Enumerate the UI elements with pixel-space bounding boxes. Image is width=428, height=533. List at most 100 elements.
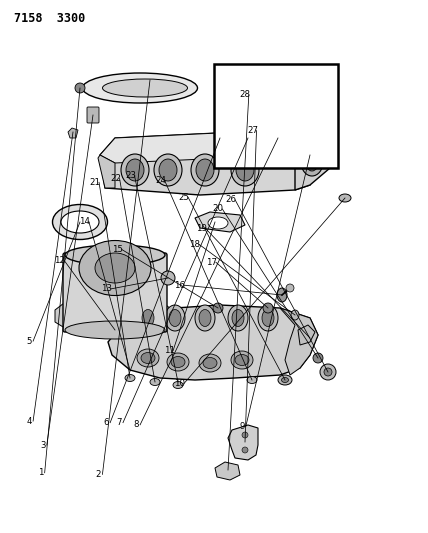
Text: 24: 24 (155, 176, 166, 184)
Ellipse shape (125, 375, 135, 382)
Circle shape (161, 271, 175, 285)
Ellipse shape (231, 154, 259, 186)
Circle shape (273, 122, 283, 132)
Ellipse shape (53, 205, 107, 239)
Circle shape (313, 353, 323, 363)
Circle shape (242, 447, 248, 453)
Ellipse shape (277, 288, 287, 302)
Text: 21: 21 (89, 178, 101, 187)
Circle shape (243, 122, 253, 132)
Polygon shape (55, 300, 172, 330)
Text: 22: 22 (110, 174, 121, 183)
Ellipse shape (282, 377, 288, 383)
Text: 27: 27 (247, 126, 258, 135)
Ellipse shape (126, 159, 144, 181)
Text: 17: 17 (206, 258, 217, 266)
Polygon shape (195, 212, 245, 232)
Ellipse shape (301, 148, 323, 176)
Text: 8: 8 (134, 421, 139, 429)
Ellipse shape (195, 305, 215, 331)
Ellipse shape (141, 352, 155, 364)
Circle shape (320, 364, 336, 380)
Polygon shape (108, 305, 318, 380)
Polygon shape (68, 128, 78, 138)
Polygon shape (215, 462, 240, 480)
Bar (214, 64, 338, 168)
Polygon shape (98, 155, 115, 188)
Ellipse shape (150, 378, 160, 385)
Text: 6: 6 (104, 418, 109, 427)
Text: 19: 19 (196, 224, 207, 232)
Ellipse shape (278, 375, 292, 385)
Ellipse shape (232, 310, 244, 327)
Ellipse shape (138, 305, 158, 331)
Polygon shape (100, 130, 320, 195)
Ellipse shape (191, 154, 219, 186)
Text: 11: 11 (163, 346, 175, 355)
Ellipse shape (203, 358, 217, 368)
Ellipse shape (137, 349, 159, 367)
Ellipse shape (339, 194, 351, 202)
Ellipse shape (199, 310, 211, 327)
Ellipse shape (262, 310, 274, 327)
Text: 16: 16 (174, 281, 185, 289)
Circle shape (286, 284, 294, 292)
Text: 13: 13 (101, 285, 113, 293)
Ellipse shape (79, 240, 151, 295)
Circle shape (263, 303, 273, 313)
Text: 26: 26 (226, 196, 237, 204)
Text: 4: 4 (27, 417, 32, 425)
Ellipse shape (154, 154, 182, 186)
Ellipse shape (235, 354, 249, 366)
Text: 2: 2 (96, 470, 101, 479)
Text: 7158  3300: 7158 3300 (14, 12, 85, 25)
Ellipse shape (247, 376, 257, 384)
Circle shape (215, 122, 225, 132)
Polygon shape (280, 130, 335, 190)
Ellipse shape (165, 305, 185, 331)
Circle shape (242, 432, 248, 438)
Ellipse shape (196, 159, 214, 181)
Polygon shape (228, 425, 258, 460)
Polygon shape (100, 130, 295, 163)
Text: 7: 7 (116, 418, 122, 427)
Ellipse shape (121, 154, 149, 186)
Ellipse shape (291, 310, 299, 320)
Ellipse shape (258, 305, 278, 331)
Ellipse shape (167, 353, 189, 371)
Text: 1: 1 (38, 469, 43, 477)
Text: 9: 9 (239, 422, 244, 431)
Ellipse shape (142, 310, 154, 327)
Ellipse shape (61, 211, 99, 233)
Ellipse shape (228, 305, 248, 331)
Text: 25: 25 (178, 193, 190, 201)
Ellipse shape (171, 357, 185, 367)
Ellipse shape (102, 79, 187, 97)
Circle shape (75, 83, 85, 93)
Ellipse shape (173, 382, 183, 389)
Text: 5: 5 (27, 337, 32, 345)
Polygon shape (280, 308, 318, 375)
Ellipse shape (199, 354, 221, 372)
FancyBboxPatch shape (87, 107, 99, 123)
Ellipse shape (208, 217, 228, 229)
Polygon shape (298, 325, 315, 345)
Text: 3: 3 (40, 441, 45, 449)
Ellipse shape (236, 159, 254, 181)
Text: 14: 14 (79, 217, 90, 225)
FancyBboxPatch shape (63, 253, 167, 332)
Ellipse shape (65, 245, 165, 265)
Ellipse shape (83, 73, 197, 103)
Ellipse shape (169, 310, 181, 327)
Text: 12: 12 (54, 256, 65, 264)
Ellipse shape (231, 351, 253, 369)
Text: 18: 18 (189, 240, 200, 248)
Text: 10: 10 (174, 379, 185, 388)
Text: 20: 20 (213, 205, 224, 213)
Text: 28: 28 (239, 91, 250, 99)
Ellipse shape (306, 153, 318, 171)
Circle shape (324, 368, 332, 376)
Ellipse shape (159, 159, 177, 181)
Circle shape (213, 303, 223, 313)
Text: 15: 15 (112, 245, 123, 254)
